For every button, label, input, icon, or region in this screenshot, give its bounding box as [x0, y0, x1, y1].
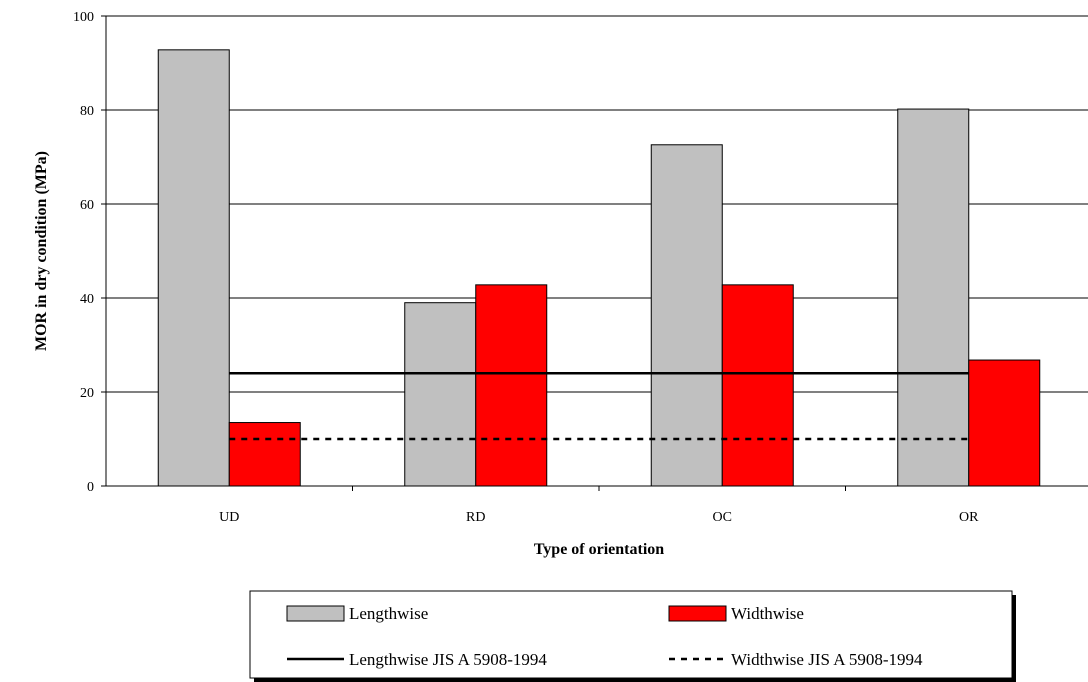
bar-widthwise-rd	[475, 284, 548, 487]
x-tick-label: OR	[959, 510, 979, 525]
y-tick-label: 20	[80, 386, 94, 401]
bars	[157, 49, 1041, 487]
x-tick-label: OC	[713, 510, 732, 525]
y-axis-title: MOR in dry condition (MPa)	[33, 151, 50, 351]
bar-lengthwise-ud	[157, 49, 230, 487]
y-tick-labels: 0 20 40 60 80 100	[73, 10, 94, 495]
legend-label-widthwise: Widthwise	[731, 604, 804, 623]
reference-lines	[229, 371, 969, 441]
bar-widthwise-or	[968, 359, 1041, 487]
legend-label-lengthwise: Lengthwise	[349, 604, 428, 623]
axes	[101, 15, 1088, 491]
legend-swatch-lengthwise	[286, 605, 345, 622]
x-tick-label: UD	[219, 510, 239, 525]
x-axis-title: Type of orientation	[534, 541, 664, 558]
bar-widthwise-ud	[228, 422, 301, 487]
y-tick-label: 40	[80, 292, 94, 307]
y-tick-label: 60	[80, 198, 94, 213]
legend-label-lengthwise-jis: Lengthwise JIS A 5908-1994	[349, 650, 547, 669]
x-tick-labels: UD RD OC OR	[219, 510, 979, 525]
x-tick-label: RD	[466, 510, 485, 525]
bar-widthwise-oc	[721, 284, 794, 487]
bar-lengthwise-rd	[404, 302, 477, 487]
legend-box	[249, 590, 1013, 679]
y-tick-label: 80	[80, 104, 94, 119]
bar-lengthwise-oc	[650, 144, 723, 487]
legend: Lengthwise Widthwise Lengthwise JIS A 59…	[249, 590, 1016, 682]
y-tick-label: 0	[87, 480, 94, 495]
y-tick-label: 100	[73, 10, 94, 25]
legend-swatch-widthwise	[668, 605, 727, 622]
legend-label-widthwise-jis: Widthwise JIS A 5908-1994	[731, 650, 923, 669]
bar-lengthwise-or	[897, 108, 970, 487]
